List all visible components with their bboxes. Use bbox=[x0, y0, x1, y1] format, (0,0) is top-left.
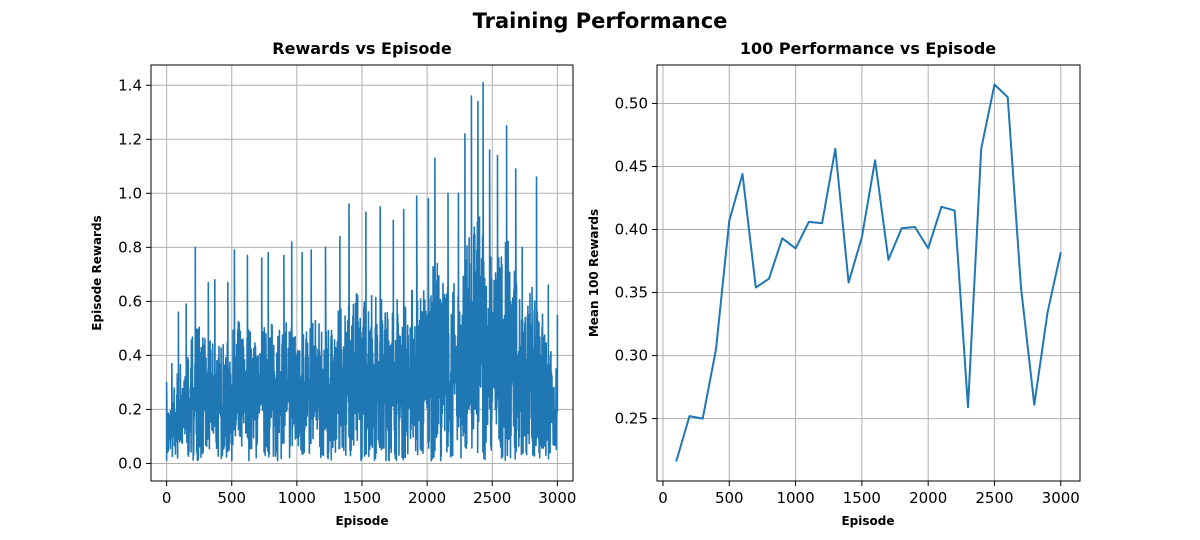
x-tick-label: 2500 bbox=[975, 489, 1013, 507]
right-axes-title: 100 Performance vs Episode bbox=[740, 39, 996, 58]
left-axes-ylabel: Episode Rewards bbox=[90, 215, 104, 330]
y-tick-label: 0.30 bbox=[615, 347, 648, 365]
right-axes: 100 Performance vs Episode 0 500 1000 1500 2… bbox=[587, 39, 1081, 528]
x-tick-label: 1000 bbox=[776, 489, 814, 507]
x-tick-label: 0 bbox=[658, 489, 668, 507]
right-axes-series bbox=[675, 83, 1062, 462]
y-tick-label: 0.0 bbox=[118, 454, 142, 472]
y-tick-label: 0.40 bbox=[615, 221, 648, 239]
y-tick-label: 0.35 bbox=[615, 284, 648, 302]
y-tick-label: 1.2 bbox=[118, 130, 142, 148]
y-tick-label: 0.45 bbox=[615, 157, 648, 175]
right-axes-ticks: 0 500 1000 1500 2000 2500 3000 0.25 0.30 0.35 0.40… bbox=[615, 94, 1080, 507]
x-tick-label: 2500 bbox=[473, 489, 511, 507]
x-tick-label: 500 bbox=[217, 489, 246, 507]
x-tick-label: 1500 bbox=[843, 489, 881, 507]
right-axes-ylabel: Mean 100 Rewards bbox=[587, 209, 601, 337]
y-tick-label: 0.4 bbox=[118, 346, 142, 364]
figure-title: Training Performance bbox=[473, 9, 728, 33]
left-axes: Rewards vs Episode 0 500 1000 1500 2000 2500 3… bbox=[90, 39, 576, 528]
y-tick-label: 0.25 bbox=[615, 410, 648, 428]
right-axes-xlabel: Episode bbox=[841, 514, 894, 528]
y-tick-label: 1.4 bbox=[118, 76, 142, 94]
y-tick-label: 0.6 bbox=[118, 292, 142, 310]
left-axes-grid bbox=[151, 65, 573, 481]
x-tick-label: 2000 bbox=[408, 489, 446, 507]
left-axes-xlabel: Episode bbox=[335, 514, 388, 528]
mean-100-series-line bbox=[675, 83, 1062, 462]
x-tick-label: 1000 bbox=[278, 489, 316, 507]
left-axes-ticks: 0 500 1000 1500 2000 2500 3000 0.0 0.2 0.4 0.6 0.8 1… bbox=[118, 76, 576, 507]
x-tick-label: 500 bbox=[715, 489, 744, 507]
rewards-series-line bbox=[165, 81, 559, 462]
right-axes-frame bbox=[656, 64, 1081, 482]
x-tick-label: 3000 bbox=[538, 489, 576, 507]
y-tick-label: 0.50 bbox=[615, 94, 648, 112]
right-axes-grid bbox=[657, 65, 1080, 481]
x-tick-label: 0 bbox=[162, 489, 172, 507]
x-tick-label: 2000 bbox=[909, 489, 947, 507]
y-tick-label: 0.2 bbox=[118, 400, 142, 418]
left-axes-title: Rewards vs Episode bbox=[272, 39, 452, 58]
y-tick-label: 0.8 bbox=[118, 238, 142, 256]
left-axes-series bbox=[165, 81, 559, 462]
x-tick-label: 1500 bbox=[343, 489, 381, 507]
y-tick-label: 1.0 bbox=[118, 184, 142, 202]
x-tick-label: 3000 bbox=[1042, 489, 1080, 507]
